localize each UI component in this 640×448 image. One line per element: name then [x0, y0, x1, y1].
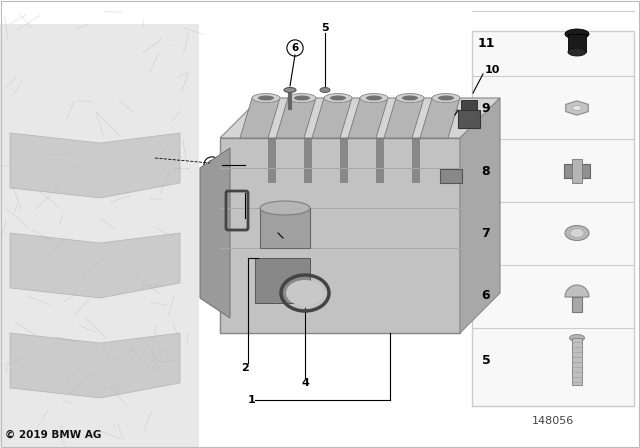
Bar [304, 138, 312, 183]
Text: 2: 2 [241, 363, 249, 373]
Ellipse shape [360, 94, 388, 103]
Bar [440, 169, 462, 183]
Polygon shape [460, 98, 500, 333]
Ellipse shape [573, 105, 582, 111]
Ellipse shape [396, 94, 424, 103]
Bar [572, 297, 582, 312]
Ellipse shape [320, 87, 330, 92]
Text: 5: 5 [482, 353, 490, 366]
Bar [376, 138, 384, 183]
Ellipse shape [286, 280, 324, 306]
Ellipse shape [568, 48, 586, 56]
Ellipse shape [324, 94, 352, 103]
Polygon shape [220, 273, 460, 333]
Ellipse shape [366, 95, 382, 100]
Ellipse shape [258, 95, 274, 100]
Ellipse shape [284, 87, 296, 92]
Text: 8: 8 [482, 164, 490, 177]
Ellipse shape [288, 94, 316, 103]
Ellipse shape [330, 95, 346, 100]
Text: 5: 5 [321, 23, 329, 33]
Bar [472, 31, 634, 406]
Bar [461, 100, 477, 110]
Text: 11: 11 [477, 36, 495, 49]
Bar [458, 110, 480, 128]
Ellipse shape [565, 225, 589, 241]
Polygon shape [10, 333, 180, 398]
Text: © 2019 BMW AG: © 2019 BMW AG [5, 430, 101, 440]
Polygon shape [384, 98, 424, 138]
Bar [572, 159, 582, 183]
Wedge shape [565, 285, 589, 297]
Ellipse shape [260, 201, 310, 215]
Polygon shape [220, 98, 500, 138]
Ellipse shape [432, 94, 460, 103]
Ellipse shape [570, 335, 584, 341]
Polygon shape [10, 233, 180, 298]
Text: 148056: 148056 [532, 416, 574, 426]
Polygon shape [240, 98, 280, 138]
Bar [564, 164, 590, 178]
Polygon shape [348, 98, 388, 138]
Polygon shape [200, 148, 230, 318]
Text: 7: 7 [208, 160, 216, 170]
Polygon shape [220, 138, 460, 333]
Ellipse shape [402, 95, 418, 100]
Text: 10: 10 [484, 65, 500, 75]
Polygon shape [420, 98, 460, 138]
Text: 3: 3 [239, 185, 247, 195]
Text: 8: 8 [451, 178, 459, 188]
Text: 9: 9 [287, 233, 294, 243]
Polygon shape [566, 101, 588, 115]
Bar [268, 138, 276, 183]
Polygon shape [10, 133, 180, 198]
Text: 7: 7 [482, 227, 490, 240]
Text: 6: 6 [482, 289, 490, 302]
Ellipse shape [570, 228, 584, 237]
Text: 11: 11 [455, 111, 469, 121]
Bar [568, 34, 586, 52]
Text: 9: 9 [482, 102, 490, 115]
Bar [340, 138, 348, 183]
FancyBboxPatch shape [0, 24, 199, 448]
Ellipse shape [294, 95, 310, 100]
Polygon shape [276, 98, 316, 138]
Polygon shape [312, 98, 352, 138]
Text: 4: 4 [301, 378, 309, 388]
Text: 6: 6 [291, 43, 299, 53]
Ellipse shape [438, 95, 454, 100]
Bar [412, 138, 420, 183]
Polygon shape [260, 208, 310, 248]
Text: 1: 1 [248, 395, 256, 405]
Bar [572, 338, 582, 385]
Polygon shape [255, 258, 310, 303]
Ellipse shape [565, 29, 589, 39]
Ellipse shape [252, 94, 280, 103]
